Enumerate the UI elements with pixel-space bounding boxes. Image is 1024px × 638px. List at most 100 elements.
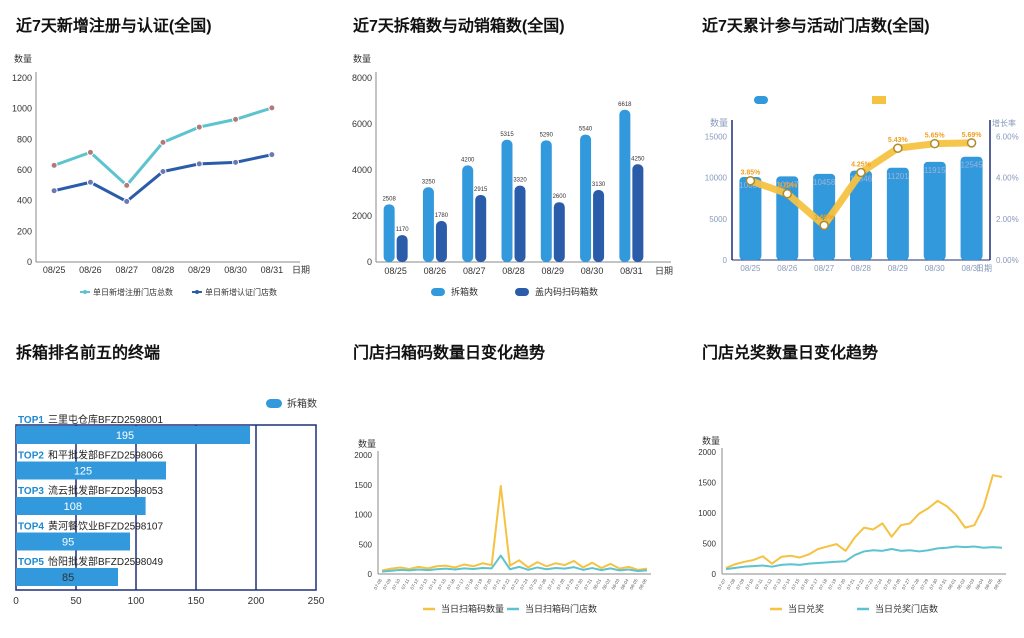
y2-axis-label: 增长率 [992,118,1016,128]
x-tick-label: 07-19 [827,578,837,591]
data-point [195,160,203,168]
scan-trend-panel: 门店扫箱码数量日变化趋势 数量 0 500 1000 1500 2000 07-08 07-0… [341,319,682,638]
bar-value-label: 125 [74,466,92,478]
registration-line-chart: 数量 0 200 400 600 800 1000 1200 08/25 08/26 08/27 08… [12,53,310,297]
bar-scan [435,221,447,262]
x-tick-label: 07-17 [455,578,465,591]
x-tick-label: 07-12 [409,578,419,591]
participation-combo-chart: 数量 增长率 0 5000 10000 15000 0.00% 2.00% 4.00% 6.00%… [705,96,1019,273]
y-tick-label: 500 [703,540,717,549]
bar-scan [514,185,526,262]
x-tick-label: 07-20 [836,578,846,591]
x-tick-label: 07-15 [790,578,800,591]
bar-value-label: 4250 [631,156,645,162]
bar-value-label: 12545 [960,161,983,170]
x-tick-label: 07-18 [464,578,474,591]
x-tick-label: 07-09 [382,578,392,591]
bar-stores [960,156,983,260]
terminal-name: 怡阳批发部BFZD2598049 [48,555,163,568]
x-tick-label: 07-27 [901,578,911,591]
bar-stores [850,170,872,260]
x-tick-label: 07-29 [919,578,929,591]
x-tick-label: 08/27 [463,266,486,276]
terminal-name: 黄河餐饮业BFZD2598107 [48,520,163,533]
x-tick-label: 07-11 [754,578,764,591]
x-tick-label: 07-10 [744,578,754,591]
bar-value-label: 10846 [850,175,873,184]
rank-label: TOP5 [18,557,44,568]
x-tick-label: 08-01 [947,578,957,591]
y2-tick-label: 6.00% [996,132,1019,141]
x-tick-label: 07-31 [938,578,948,591]
bar-value-label: 85 [62,572,74,584]
y-axis-label: 数量 [353,53,371,64]
y-tick-label: 1000 [698,509,716,518]
unboxing-panel: 近7天拆箱数与动销箱数(全国) 数量 0 2000 4000 6000 8000 2508 1… [341,0,682,319]
data-point [232,115,240,123]
legend-swatch [431,288,445,296]
growth-value-label: 5.69% [962,132,983,139]
x-tick-label: 07-18 [818,578,828,591]
y-tick-label: 1200 [12,73,32,83]
y-tick-label: 1500 [354,481,372,490]
growth-point [819,220,829,231]
x-tick-label: 07-27 [546,578,556,591]
x-tick-label: 08-02 [601,578,611,591]
growth-point [782,188,793,199]
x-tick-label: 07-28 [910,578,920,591]
y-tick-label: 1000 [12,104,32,114]
x-tick-label: 07-19 [473,578,483,591]
legend-label: 当日兑奖 [788,603,824,614]
terminal-bar [16,461,166,480]
y-tick-label: 500 [359,540,373,549]
y-axis-label: 数量 [14,53,32,64]
x-tick-label: 07-23 [510,578,520,591]
legend-label: 盖内码扫码箱数 [535,286,598,297]
data-point [50,161,58,169]
growth-value-label: 3.22% [777,183,798,190]
bar-stores [813,173,836,260]
x-tick-label: 07-26 [537,578,547,591]
bar-unboxing [383,204,395,262]
x-tick-label: 07-22 [501,578,511,591]
growth-value-label: 5.43% [888,137,909,144]
y-tick-label: 10000 [705,174,728,183]
x-tick-label: 08/28 [502,266,525,276]
y-tick-label: 800 [17,134,32,144]
x-tick-label: 07-23 [864,578,874,591]
x-tick-label: 07-14 [781,578,791,591]
legend-label: 拆箱数 [451,286,478,297]
x-tick-label: 07-29 [565,578,575,591]
x-tick-label: 250 [308,596,325,607]
bar-stores [886,167,909,260]
y-tick-label: 0 [367,257,372,267]
rank-label: TOP1 [18,415,44,426]
x-tick-label: 50 [70,596,82,607]
x-tick-label: 08/26 [79,265,102,275]
x-tick-label: 150 [188,596,205,607]
x-tick-label: 08-05 [629,578,639,591]
data-point [123,181,131,189]
bar-value-label: 3130 [592,182,606,188]
bar-scan [632,164,644,262]
x-tick-label: 08/25 [384,266,407,276]
y-axis-label: 数量 [358,438,376,449]
bar-value-label: 5315 [500,132,514,138]
legend-marker [195,290,199,294]
bar-scan [593,190,605,262]
legend-marker [83,290,87,294]
x-tick-label: 07-13 [772,578,782,591]
y-axis-label: 数量 [702,435,720,446]
bar-value-label: 11915 [924,166,946,175]
x-tick-label: 08/31 [620,266,643,276]
x-tick-label: 07-25 [882,578,892,591]
scan-trend-title: 门店扫箱码数量日变化趋势 [353,345,546,362]
x-tick-label: 08/29 [188,265,211,275]
series-line-0 [725,474,1003,569]
x-tick-label: 08/27 [115,265,138,275]
data-point [195,123,203,131]
bar-scan [475,194,487,262]
x-tick-label: 07-16 [800,578,810,591]
bar-value-label: 2600 [553,194,567,200]
